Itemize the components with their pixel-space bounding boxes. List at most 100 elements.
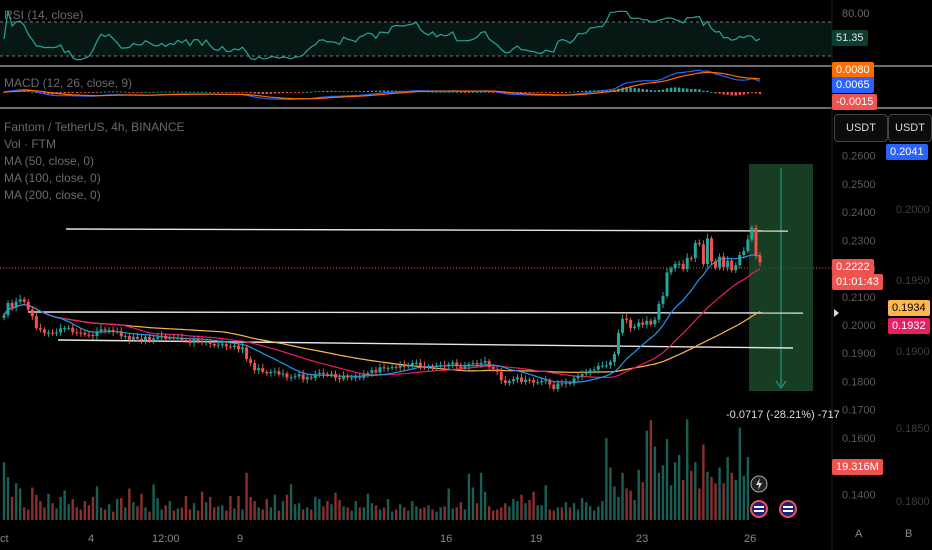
candle-body [661, 295, 665, 305]
candle-body [390, 367, 394, 369]
y-tick-label-right: 0.1950 [896, 275, 930, 287]
volume-bar [552, 510, 556, 520]
macd-hist-bar [2, 92, 6, 93]
macd-hist-bar [172, 91, 175, 93]
currency-button[interactable]: USDT [834, 114, 888, 142]
y-tick-label-right: 0.1800 [896, 496, 930, 508]
x-tick-label: 12:00 [152, 533, 180, 545]
macd-hist-bar [589, 90, 592, 92]
volume-bar [698, 488, 701, 520]
candle-body [148, 336, 152, 341]
currency-button-right[interactable]: USDT [888, 114, 932, 142]
macd-hist-bar [160, 91, 163, 93]
volume-bar [390, 511, 394, 520]
candle-body [249, 359, 253, 364]
candle-body [216, 344, 220, 346]
y-tick-label: 0.2100 [842, 292, 876, 304]
candle-body [750, 227, 754, 240]
volume-bar [633, 500, 636, 520]
volume-legend[interactable]: Vol · FTM [4, 137, 57, 151]
macd-hist-bar [366, 90, 370, 92]
macd-hist-bar [326, 90, 329, 92]
macd-hist-bar [475, 91, 479, 93]
ma100-legend[interactable]: MA (100, close, 0) [4, 171, 101, 185]
volume-bar [496, 509, 499, 520]
ma200-legend[interactable]: MA (200, close, 0) [4, 188, 101, 202]
volume-bar [403, 507, 406, 520]
candle-body [22, 299, 26, 302]
volume-bar [382, 507, 386, 520]
macd-hist-bar [87, 92, 91, 93]
y-tick-label: 0.1800 [842, 376, 876, 388]
macd-hist-bar [572, 91, 576, 93]
us-flag-icon[interactable] [779, 500, 797, 518]
volume-bar [144, 507, 147, 520]
volume-bar [140, 493, 143, 520]
candle-body [34, 316, 38, 329]
volume-bar [152, 484, 155, 520]
candle-body [718, 256, 722, 268]
macd-hist-bar [467, 92, 471, 93]
candle-body [228, 346, 232, 348]
volume-bar [156, 497, 159, 520]
macd-hist-bar [249, 92, 252, 94]
candle-body [406, 365, 410, 367]
candle-body [701, 244, 705, 265]
candle-body [451, 362, 455, 365]
volume-bar [370, 503, 374, 520]
volume-bar [2, 462, 6, 520]
volume-bar [297, 503, 301, 520]
candle-body [83, 332, 87, 335]
macd-hist-bar [79, 92, 83, 93]
candle-body [370, 370, 374, 373]
macd-hist-bar [722, 92, 725, 95]
price-badge-top: 0.2041 [886, 144, 928, 160]
macd-hist-bar [338, 91, 341, 92]
volume-bar [580, 497, 584, 520]
symbol-title[interactable]: Fantom / TetherUS, 4h, BINANCE [4, 120, 185, 134]
volume-bar [132, 502, 135, 520]
candle-body [139, 338, 143, 341]
volume-bar [491, 510, 495, 520]
volume-bar [593, 510, 596, 520]
y-tick-label: 0.2600 [842, 151, 876, 163]
macd-hist-bar [374, 90, 378, 92]
chevron-right-icon[interactable] [834, 309, 839, 317]
volume-bar [431, 509, 434, 520]
us-flag-icon[interactable] [750, 500, 768, 518]
lightning-icon[interactable] [750, 475, 768, 493]
volume-bar [487, 506, 491, 520]
volume-bar [31, 487, 34, 520]
volume-bar [423, 507, 426, 520]
volume-bar [322, 506, 325, 520]
macd-hist-bar [564, 92, 568, 93]
volume-bar [27, 509, 30, 520]
ma50-legend[interactable]: MA (50, close, 0) [4, 154, 95, 168]
volume-bar [180, 507, 184, 520]
candle-body [253, 363, 257, 371]
candle-body [431, 366, 435, 368]
macd-hist-bar [217, 92, 220, 93]
volume-bar [394, 509, 398, 520]
resistance-line[interactable] [65, 228, 789, 232]
volume-bar [415, 506, 418, 520]
volume-bar [467, 473, 471, 520]
macd-hist-bar [738, 92, 741, 96]
trend-line[interactable] [57, 339, 794, 349]
macd-hist-bar [750, 92, 754, 93]
macd-hist-bar [188, 91, 192, 93]
candle-body [350, 377, 354, 379]
macd-hist-bar [346, 91, 349, 92]
macd-hist-bar [491, 92, 495, 93]
candle-body [184, 339, 188, 341]
scale-a-button[interactable]: A [855, 528, 863, 540]
support-line[interactable] [27, 311, 804, 314]
y-tick-label: 0.1900 [842, 348, 876, 360]
macd-hist-bar [233, 92, 236, 93]
macd-hist-bar [140, 92, 143, 93]
scale-b-button[interactable]: B [905, 528, 913, 540]
candle-body [14, 301, 18, 308]
candle-body [338, 377, 342, 379]
y-tick-label: 0.1600 [842, 433, 876, 445]
